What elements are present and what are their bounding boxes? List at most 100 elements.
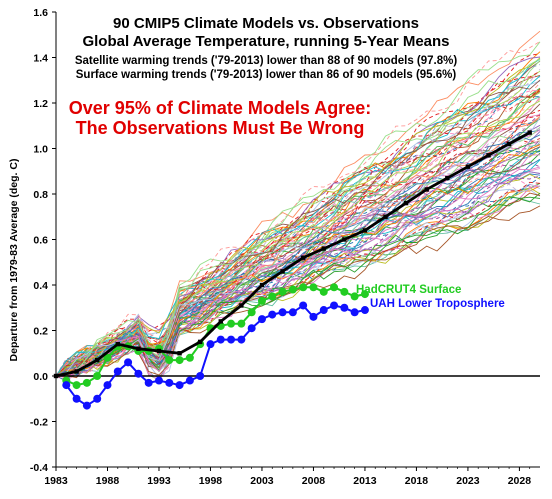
hadcrut-point [350, 292, 359, 301]
ensemble-mean-point [465, 164, 471, 169]
ensemble-mean-point [280, 269, 285, 274]
model-run-line [55, 103, 541, 377]
ensemble-mean-point [259, 282, 265, 288]
hadcrut-point [165, 356, 174, 365]
x-tick-label: 1983 [44, 475, 68, 487]
ensemble-mean-point [53, 373, 59, 379]
model-run-line [55, 176, 541, 377]
model-run-line [55, 175, 541, 377]
ensemble-mean-point [424, 187, 429, 192]
uah-point [309, 312, 318, 321]
y-tick-label: -0.4 [30, 462, 48, 474]
hadcrut-point [103, 353, 112, 362]
y-axis-label: Departure from 1979-83 Average (deg. C) [6, 60, 22, 460]
uah-point [206, 340, 215, 349]
uah-label: UAH Lower Troposphere [370, 298, 505, 310]
model-run-line [55, 79, 541, 377]
uah-point [185, 376, 194, 385]
ensemble-mean-point [177, 351, 182, 356]
hadcrut-point [330, 283, 339, 292]
model-run-line [55, 116, 541, 377]
uah-point [299, 301, 308, 310]
ensemble-mean-point [445, 175, 450, 181]
uah-point [103, 381, 112, 390]
uah-point [319, 306, 328, 315]
y-tick-label: 0.6 [33, 235, 48, 247]
uah-point [257, 315, 266, 324]
hadcrut-point [82, 378, 91, 387]
ensemble-mean-point [136, 346, 141, 351]
uah-point [93, 394, 102, 403]
model-run-line [55, 144, 541, 377]
ensemble-mean-point [403, 200, 409, 206]
x-tick-label: 1993 [147, 475, 171, 487]
ensemble-mean-point [156, 348, 162, 354]
ensemble-mean-point [321, 246, 326, 251]
model-runs-group [55, 30, 541, 383]
x-tick-label: 2023 [456, 475, 480, 487]
hadcrut-label: HadCRUT4 Surface [356, 284, 462, 296]
uah-point [350, 308, 359, 317]
x-tick-label: 2013 [353, 475, 377, 487]
uah-point [165, 378, 174, 387]
ensemble-mean-point [486, 153, 491, 158]
uah-point [62, 381, 71, 390]
y-tick-label: -0.2 [30, 417, 48, 429]
uah-point [340, 303, 349, 312]
uah-point [154, 376, 163, 385]
ensemble-mean-point [300, 255, 306, 260]
ensemble-mean-point [115, 341, 120, 347]
model-run-line [55, 166, 541, 378]
x-tick-label: 1998 [199, 475, 223, 487]
banner-line-2: The Observations Must Be Wrong [75, 118, 365, 138]
x-tick-label: 1988 [96, 475, 120, 487]
hadcrut-point [93, 372, 102, 380]
model-run-line [55, 100, 541, 377]
model-run-line [55, 58, 541, 377]
model-run-line [55, 117, 541, 377]
y-tick-label: 0.4 [33, 280, 48, 292]
model-run-line [55, 181, 541, 377]
uah-point [134, 369, 143, 378]
y-tick-label: 0.0 [33, 371, 48, 383]
uah-point [288, 308, 297, 317]
satellite-trend-note: Satellite warming trends ('79-2013) lowe… [74, 55, 458, 67]
model-run-line [55, 89, 541, 377]
uah-point [113, 367, 122, 376]
ensemble-mean-series-line [55, 131, 531, 378]
hadcrut-point [360, 290, 369, 299]
hadcrut-point [72, 381, 81, 390]
hadcrut-point [340, 287, 349, 296]
ensemble-mean-point [239, 303, 244, 308]
uah-point [278, 308, 287, 317]
hadcrut-point [319, 287, 328, 296]
hadcrut-point [299, 283, 308, 292]
ensemble-mean-point [74, 369, 79, 374]
uah-point [330, 301, 339, 310]
surface-trend-note: Surface warming trends ('79-2013) lower … [75, 69, 457, 81]
x-tick-label: 2003 [250, 475, 274, 487]
y-tick-label: 0.2 [33, 326, 48, 338]
uah-point [360, 306, 369, 315]
model-run-line [55, 154, 540, 377]
uah-point [175, 381, 184, 390]
y-tick-label: 1.2 [33, 98, 48, 110]
y-tick-label: 1.4 [33, 53, 48, 65]
ensemble-mean-point [342, 237, 347, 242]
y-axis-label-text: Departure from 1979-83 Average (deg. C) [8, 158, 20, 362]
x-tick-label: 2028 [508, 475, 532, 487]
y-tick-label: 1.0 [33, 144, 48, 156]
ensemble-mean-point [383, 214, 388, 219]
model-run-line [55, 117, 541, 378]
uah-point [237, 335, 246, 344]
model-run-line [55, 58, 541, 377]
uah-point [247, 324, 256, 333]
uah-point [216, 335, 225, 344]
uah-point [82, 401, 91, 410]
uah-point [268, 310, 277, 319]
hadcrut-point [257, 296, 266, 305]
ensemble-mean-point [94, 357, 100, 363]
model-run-line [55, 192, 541, 378]
x-tick-label: 2008 [302, 475, 326, 487]
